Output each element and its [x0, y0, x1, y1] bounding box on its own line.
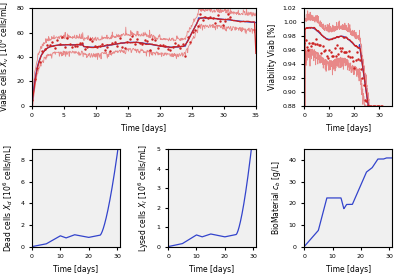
X-axis label: Time [days]: Time [days]	[190, 265, 234, 274]
X-axis label: Time [days]: Time [days]	[326, 265, 371, 274]
X-axis label: Time [days]: Time [days]	[53, 265, 98, 274]
Y-axis label: Lysed cells $X_l$ [$10^6$ cells/mL]: Lysed cells $X_l$ [$10^6$ cells/mL]	[136, 144, 151, 252]
Y-axis label: Viability Viab [%]: Viability Viab [%]	[268, 24, 277, 90]
Y-axis label: Dead cells $X_d$ [$10^6$ cells/mL]: Dead cells $X_d$ [$10^6$ cells/mL]	[1, 144, 15, 252]
Y-axis label: Viable cells $X_v$ [$10^6$ cells/mL]: Viable cells $X_v$ [$10^6$ cells/mL]	[0, 1, 11, 112]
Y-axis label: BioMaterial $c_b$ [g/L]: BioMaterial $c_b$ [g/L]	[270, 161, 283, 235]
X-axis label: Time [days]: Time [days]	[121, 124, 166, 133]
X-axis label: Time [days]: Time [days]	[326, 124, 371, 133]
